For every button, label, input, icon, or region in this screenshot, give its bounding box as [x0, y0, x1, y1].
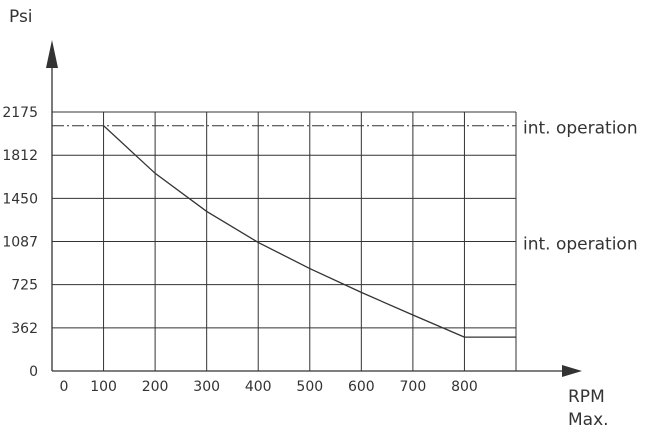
reference-line-label: int. operation	[523, 119, 638, 139]
x-axis-arrow	[562, 365, 582, 377]
x-tick-label: 100	[90, 379, 117, 395]
axis-labels: Psi RPM Max.	[9, 7, 609, 430]
y-tick-label: 2175	[2, 105, 38, 121]
y-tick-label: 0	[29, 364, 38, 380]
x-axis-label: RPM	[568, 387, 605, 407]
y-tick-label: 1812	[2, 148, 38, 164]
reference-lines: int. operation int. operation	[52, 119, 638, 255]
x-tick-label: 0	[60, 379, 69, 395]
y-tick-label: 1450	[2, 191, 38, 207]
x-tick-label: 600	[348, 379, 375, 395]
x-tick-label: 800	[451, 379, 478, 395]
x-tick-label: 300	[193, 379, 220, 395]
pressure-curve	[103, 125, 465, 338]
x-tick-label: 500	[296, 379, 323, 395]
x-axis-label: Max.	[568, 410, 609, 430]
y-tick-label: 362	[11, 321, 38, 337]
y-tick-label: 1087	[2, 235, 38, 251]
y-axis-arrow	[46, 40, 58, 68]
x-tick-label: 700	[400, 379, 427, 395]
x-tick-label: 200	[142, 379, 169, 395]
y-axis-label: Psi	[9, 7, 33, 27]
series	[103, 125, 516, 338]
axes	[46, 40, 582, 377]
tick-labels: 0 100 200 300 400 500 600 700 800 0 362 725 1087 1450…	[2, 105, 477, 395]
reference-line-label: int. operation	[523, 235, 638, 255]
y-tick-label: 725	[11, 278, 38, 294]
x-tick-label: 400	[245, 379, 272, 395]
